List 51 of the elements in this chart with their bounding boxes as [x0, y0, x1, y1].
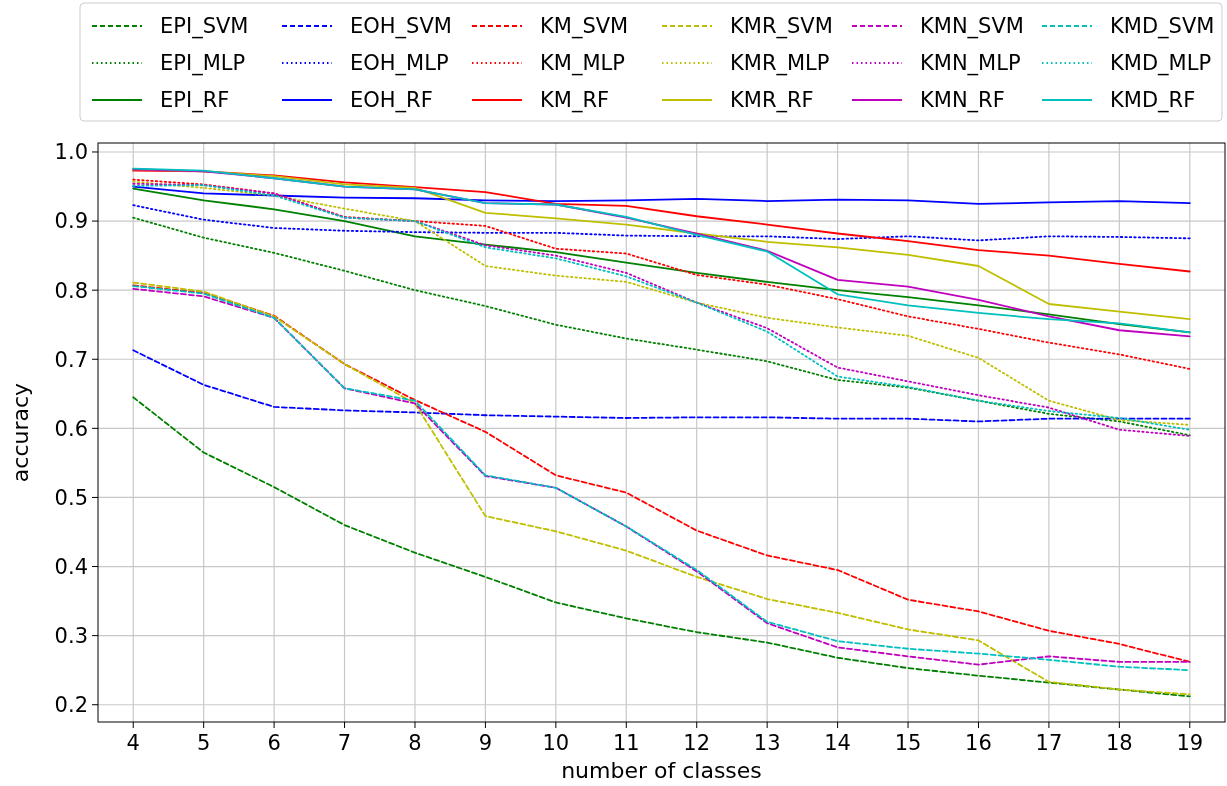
- x-tick-label: 6: [267, 731, 281, 755]
- legend-label: KMD_RF: [1110, 88, 1196, 114]
- x-tick-label: 19: [1176, 731, 1204, 755]
- y-tick-label: 0.3: [54, 623, 88, 648]
- y-tick-label: 0.4: [54, 554, 88, 579]
- legend-label: KMN_MLP: [920, 51, 1021, 77]
- x-tick-label: 9: [478, 731, 493, 755]
- legend-label: KMR_SVM: [730, 14, 833, 40]
- line-series: [132, 204, 1191, 242]
- legend-label: EOH_SVM: [350, 14, 452, 40]
- x-tick-label: 8: [408, 731, 422, 755]
- x-tick-label: 13: [753, 731, 781, 755]
- y-tick-label: 0.2: [54, 693, 88, 718]
- y-tick-label: 1.0: [54, 140, 88, 165]
- x-tick-label: 17: [1035, 731, 1063, 755]
- y-tick-label: 0.8: [54, 278, 88, 303]
- x-tick-label: 10: [542, 731, 570, 755]
- x-axis-title: number of classes: [561, 758, 762, 783]
- legend-label: KMR_MLP: [730, 51, 830, 77]
- x-tick-label: 7: [337, 731, 352, 755]
- y-tick-label: 0.5: [54, 485, 88, 510]
- y-tick-label: 0.6: [54, 416, 88, 441]
- legend-label: EOH_MLP: [350, 51, 449, 77]
- line-series: [132, 169, 1191, 273]
- x-tick-label: 12: [683, 731, 711, 755]
- legend-label: KM_SVM: [540, 14, 629, 40]
- line-series: [132, 185, 1191, 205]
- x-tick-label: 11: [612, 731, 640, 755]
- legend-label: EPI_RF: [160, 88, 230, 114]
- legend-label: KMD_MLP: [1110, 51, 1212, 77]
- legend-label: EOH_RF: [350, 88, 433, 114]
- y-tick-label: 0.9: [54, 209, 88, 234]
- x-tick-label: 14: [824, 731, 851, 755]
- legend-label: KMD_SVM: [1110, 14, 1215, 40]
- line-series: [132, 396, 1191, 698]
- x-tick-label: 16: [965, 731, 992, 755]
- line-series: [132, 178, 1191, 370]
- y-axis-title: accuracy: [8, 382, 33, 483]
- legend-label: KMR_RF: [730, 88, 814, 114]
- y-tick-label: 0.7: [54, 347, 88, 372]
- legend-label: KM_MLP: [540, 51, 625, 77]
- x-tick-label: 4: [126, 731, 140, 755]
- x-tick-label: 18: [1105, 731, 1133, 755]
- legend-label: EPI_SVM: [160, 14, 249, 40]
- x-tick-label: 5: [196, 731, 211, 755]
- legend-label: KMN_SVM: [920, 14, 1024, 40]
- legend-label: KM_RF: [540, 88, 610, 114]
- legend-label: EPI_MLP: [160, 51, 246, 77]
- x-tick-label: 15: [894, 731, 922, 755]
- line-series: [132, 349, 1191, 423]
- legend-label: KMN_RF: [920, 88, 1005, 114]
